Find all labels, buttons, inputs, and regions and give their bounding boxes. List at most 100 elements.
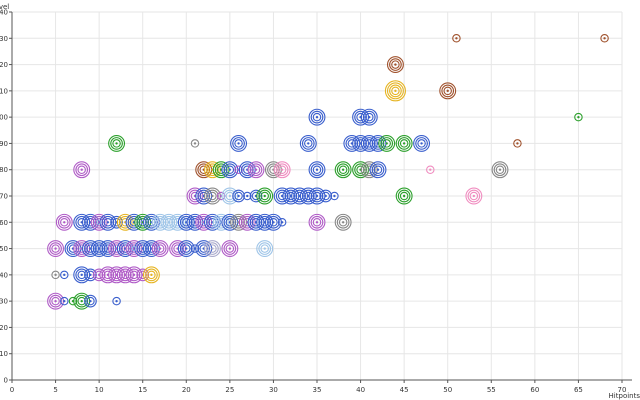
data-point-ring	[206, 242, 219, 255]
data-point-center	[603, 37, 606, 40]
data-point-ring	[354, 137, 367, 150]
data-point-center	[324, 194, 327, 198]
data-point-ring	[121, 270, 130, 280]
data-point	[249, 189, 263, 203]
data-point-ring	[308, 161, 326, 179]
data-point-ring	[164, 218, 174, 227]
data-point-ring	[84, 268, 97, 282]
data-point-ring	[373, 139, 383, 148]
data-point-ring	[171, 215, 184, 229]
data-point-ring	[112, 296, 121, 306]
data-point-ring	[101, 242, 115, 255]
data-point-ring	[206, 215, 219, 229]
data-point-ring	[60, 218, 69, 227]
data-point	[439, 82, 457, 100]
data-point-ring	[127, 242, 141, 255]
data-point	[299, 134, 317, 152]
data-point-ring	[86, 296, 95, 306]
data-point	[384, 80, 406, 102]
data-point-center	[185, 247, 188, 250]
data-point-ring	[214, 163, 228, 177]
data-point-ring	[75, 242, 89, 255]
x-tick-label: 15	[138, 386, 147, 394]
data-point-ring	[197, 215, 211, 229]
data-point-center	[254, 168, 258, 171]
x-tick-label: 30	[269, 386, 278, 394]
data-point-ring	[439, 82, 457, 100]
data-point-ring	[73, 161, 91, 179]
data-point-ring	[206, 189, 219, 203]
data-point-ring	[86, 270, 95, 280]
data-points	[47, 34, 609, 310]
data-point-ring	[77, 270, 86, 280]
data-point	[491, 161, 509, 179]
data-point-ring	[260, 218, 269, 227]
data-point-ring	[155, 244, 165, 253]
data-point-ring	[258, 215, 272, 229]
y-tick-label: 140	[0, 9, 8, 17]
data-point-center	[420, 142, 423, 145]
data-point-center	[394, 89, 397, 93]
data-point-ring	[247, 161, 265, 179]
data-point-ring	[84, 242, 97, 255]
data-point	[256, 187, 274, 205]
data-point-center	[63, 299, 66, 303]
data-point-ring	[66, 242, 80, 255]
data-point-ring	[223, 242, 237, 255]
data-point	[151, 240, 169, 258]
data-point-center	[228, 194, 232, 198]
data-point-ring	[260, 191, 269, 201]
data-point-ring	[232, 137, 245, 150]
data-point-ring	[129, 270, 139, 280]
data-point-ring	[258, 242, 272, 255]
data-point-ring	[256, 240, 274, 258]
data-point-center	[132, 273, 136, 277]
data-point-ring	[395, 134, 413, 152]
data-point-ring	[365, 112, 374, 122]
data-point	[108, 134, 126, 152]
data-point-ring	[94, 270, 104, 280]
data-point-ring	[304, 139, 313, 148]
data-point-center	[54, 247, 57, 250]
x-tick-label: 60	[530, 386, 539, 394]
data-point-ring	[312, 112, 322, 122]
data-point-ring	[208, 165, 217, 174]
data-point-ring	[330, 191, 339, 201]
data-point-ring	[182, 244, 191, 253]
data-point-ring	[110, 215, 123, 229]
data-point-ring	[260, 244, 269, 253]
data-point-ring	[84, 294, 97, 308]
data-point-ring	[304, 191, 313, 201]
data-point-ring	[465, 187, 483, 205]
data-point-ring	[321, 191, 330, 201]
data-point-ring	[267, 215, 280, 229]
data-point	[60, 296, 69, 306]
data-point-center	[158, 247, 162, 250]
data-point-ring	[112, 244, 121, 253]
data-point-center	[89, 299, 92, 303]
x-tick-label: 0	[10, 386, 14, 394]
data-point-center	[498, 168, 502, 171]
data-point-ring	[362, 163, 376, 177]
data-point-center	[315, 168, 319, 171]
x-tick-label: 35	[313, 386, 322, 394]
data-point	[360, 108, 378, 126]
x-tick-label: 65	[574, 386, 583, 394]
data-point-ring	[129, 218, 139, 227]
data-point-ring	[249, 189, 263, 203]
data-point-center	[89, 273, 92, 277]
data-point	[243, 191, 252, 201]
data-point-ring	[179, 242, 193, 255]
data-point	[64, 240, 82, 258]
data-point-ring	[129, 244, 139, 253]
data-point	[395, 134, 413, 152]
data-point-ring	[386, 56, 404, 74]
data-point-ring	[513, 139, 522, 148]
data-point-ring	[338, 165, 348, 174]
data-point-ring	[199, 218, 208, 227]
data-point-ring	[51, 296, 60, 306]
data-point-ring	[138, 270, 147, 280]
data-point-ring	[382, 139, 391, 148]
data-point-ring	[399, 191, 409, 201]
data-point-ring	[92, 268, 106, 282]
